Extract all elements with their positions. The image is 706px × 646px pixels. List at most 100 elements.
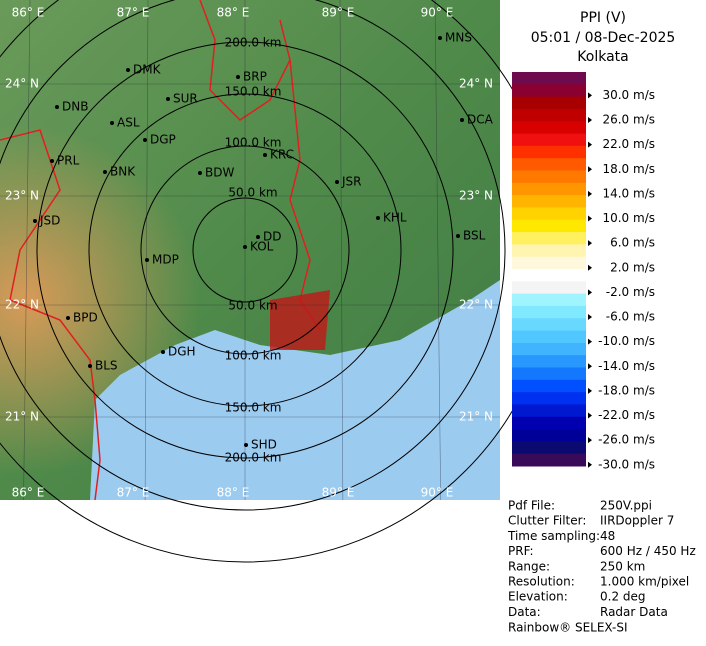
legend-swatch — [512, 355, 586, 368]
lon-label: 90° E — [421, 486, 454, 500]
title: PPI (V) — [580, 10, 626, 26]
info-value: 48 — [600, 529, 615, 543]
city-label: MDP — [152, 253, 179, 267]
legend-swatch — [512, 182, 586, 196]
city-label: DCA — [467, 113, 494, 127]
meridian — [339, 0, 344, 501]
range-ring — [0, 0, 506, 511]
city-label: BRP — [243, 70, 267, 84]
legend-tick — [588, 190, 592, 197]
legend-swatch — [512, 84, 586, 98]
legend-tick — [588, 437, 592, 444]
info-value: 250 km — [600, 559, 645, 573]
legend-swatch — [512, 293, 586, 307]
city-dot — [55, 105, 59, 109]
legend-swatch — [512, 392, 586, 405]
info-key: PRF: — [508, 544, 534, 558]
legend-swatch — [512, 269, 586, 282]
info-key: Elevation: — [508, 590, 568, 604]
city-label: DGH — [168, 345, 196, 359]
city-dot — [438, 36, 442, 40]
sea — [90, 280, 500, 500]
lon-label: 89° E — [322, 6, 355, 20]
lat-label: 21° N — [459, 410, 493, 424]
city-label: JSR — [341, 175, 362, 189]
legend-swatch — [512, 404, 586, 418]
city-label: BSL — [463, 229, 486, 243]
city-dot — [236, 75, 240, 79]
legend-swatch — [512, 342, 586, 356]
legend-label: -26.0 m/s — [598, 433, 655, 447]
time: 05:01 / 08-Dec-2025 — [531, 30, 676, 46]
legend-tick — [588, 92, 592, 99]
range-label: 200.0 km — [225, 36, 282, 50]
city-label: SUR — [173, 92, 198, 106]
city-dot — [145, 258, 149, 262]
city-dot — [88, 364, 92, 368]
city-label: DGP — [150, 133, 176, 147]
city-dot — [143, 138, 147, 142]
legend-swatch — [512, 453, 586, 467]
city-dot — [50, 159, 54, 163]
city-dot — [103, 170, 107, 174]
lat-label: 22° N — [459, 298, 493, 312]
range-label: 150.0 km — [225, 85, 282, 99]
city-label: DD — [263, 230, 281, 244]
legend-swatch — [512, 244, 586, 258]
city-label: BLS — [95, 359, 118, 373]
legend-swatch — [512, 232, 586, 245]
lon-label: 86° E — [12, 486, 45, 500]
range-ring — [140, 145, 350, 355]
info-value: 250V.ppi — [600, 499, 652, 513]
legend-swatch — [512, 330, 586, 344]
city-label: KOL — [250, 240, 274, 254]
lon-label: 88° E — [217, 486, 250, 500]
info-key: Resolution: — [508, 575, 575, 589]
lon-label: 87° E — [117, 6, 150, 20]
legend-swatch — [512, 441, 586, 455]
legend-swatch — [512, 256, 586, 270]
legend-swatch — [512, 416, 586, 430]
legend-tick — [588, 141, 592, 148]
legend-label: -10.0 m/s — [598, 334, 655, 348]
blank — [0, 500, 500, 642]
info-value: 0.2 deg — [600, 590, 646, 604]
city-label: KRC — [270, 148, 294, 162]
city-label: BDW — [205, 166, 234, 180]
info-key: Data: — [508, 605, 541, 619]
legend-tick — [588, 215, 592, 222]
lon-label: 89° E — [322, 486, 355, 500]
meridian — [23, 0, 31, 501]
legend-swatch — [512, 170, 586, 184]
range-label: 50.0 km — [228, 299, 277, 313]
legend-tick — [588, 240, 592, 247]
legend-label: 26.0 m/s — [602, 113, 655, 127]
range-label: 200.0 km — [225, 451, 282, 465]
info-key: Pdf File: — [508, 499, 555, 513]
legend-swatch — [512, 305, 586, 319]
city-label: SHD — [251, 438, 277, 452]
legend-tick — [588, 363, 592, 370]
info-value: Radar Data — [600, 605, 668, 619]
city-dot — [161, 350, 165, 354]
legend-swatch — [512, 72, 586, 85]
legend-label: 22.0 m/s — [602, 137, 655, 151]
legend-tick — [588, 461, 592, 468]
lat-label: 24° N — [459, 77, 493, 91]
city-dot — [460, 118, 464, 122]
meridian — [434, 0, 441, 501]
city-dot — [198, 171, 202, 175]
legend-label: 30.0 m/s — [602, 88, 655, 102]
city-dot — [166, 97, 170, 101]
city-dot — [33, 219, 37, 223]
legend-label: -14.0 m/s — [598, 359, 655, 373]
legend-tick — [588, 412, 592, 419]
legend-tick — [588, 166, 592, 173]
range-ring — [36, 41, 454, 459]
legend-swatch — [512, 108, 586, 122]
city-label: MNS — [445, 31, 472, 45]
legend-swatch — [512, 96, 586, 110]
city-dot — [263, 153, 267, 157]
lat-label: 22° N — [5, 298, 39, 312]
